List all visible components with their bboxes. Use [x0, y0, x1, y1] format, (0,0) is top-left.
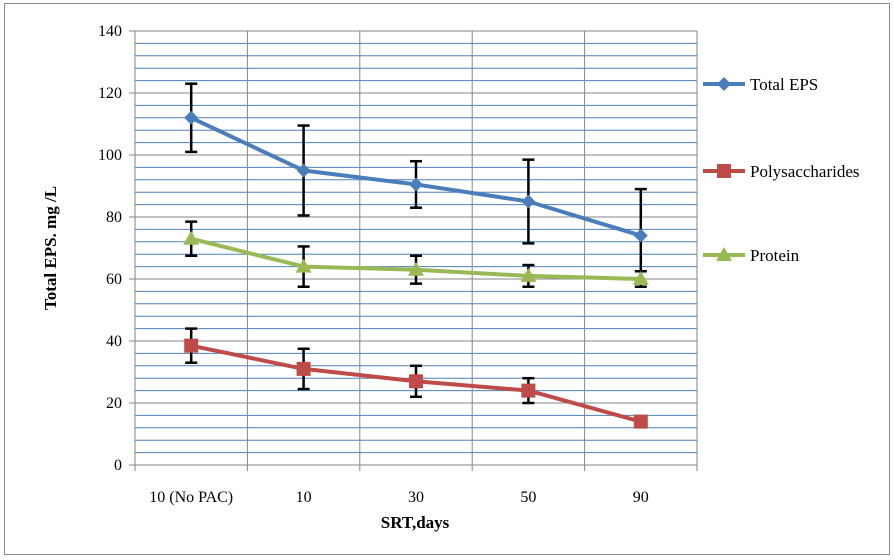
data-point [520, 267, 537, 282]
data-point [184, 110, 199, 125]
data-point [296, 361, 311, 376]
legend-item-polysaccharides: Polysaccharides [703, 162, 860, 181]
axes [129, 30, 698, 471]
series-protein [183, 220, 649, 288]
y-tick-label: 120 [98, 85, 122, 102]
data-point [409, 177, 423, 192]
x-tick-label: 10 (No PAC) [149, 489, 233, 506]
data-point [408, 261, 424, 276]
y-tick-label: 20 [106, 395, 122, 412]
x-tick-labels: 10 (No PAC) 10 30 50 90 [149, 489, 649, 506]
y-tick-label: 80 [106, 209, 122, 226]
y-tick-label: 40 [106, 333, 122, 350]
data-point [632, 271, 649, 285]
x-tick-label: 30 [408, 489, 424, 506]
y-tick-label: 60 [106, 271, 122, 288]
plot-area [135, 31, 697, 465]
legend-item-protein: Protein [703, 246, 800, 265]
y-tick-label: 140 [98, 23, 122, 40]
data-point [633, 228, 648, 243]
data-point [633, 414, 648, 429]
y-tick-labels: 0 20 40 60 80 100 120 140 [98, 23, 122, 474]
x-tick-label: 50 [520, 489, 536, 506]
x-axis-title: SRT,days [381, 513, 450, 532]
series [183, 82, 649, 429]
x-tick-label: 10 [296, 489, 312, 506]
data-point [521, 383, 536, 398]
y-axis-title: Total EPS. mg /L [41, 186, 60, 310]
legend-marker [716, 247, 732, 261]
x-tick-label: 90 [633, 489, 649, 506]
legend-marker [717, 164, 731, 178]
legend-label: Total EPS [750, 75, 818, 94]
legend-label: Protein [750, 246, 800, 265]
legend-item-total-eps: Total EPS [703, 75, 818, 94]
data-point [184, 338, 199, 353]
series-polysaccharides [184, 327, 648, 429]
y-tick-label: 0 [114, 457, 122, 474]
series-total-eps [184, 82, 648, 284]
data-point [409, 374, 423, 389]
data-point [295, 258, 312, 273]
data-point [183, 230, 200, 245]
legend-marker [717, 77, 731, 91]
y-tick-label: 100 [98, 147, 122, 164]
data-point [296, 163, 311, 178]
legend-label: Polysaccharides [750, 162, 860, 181]
grid [135, 30, 698, 465]
data-point [521, 194, 536, 209]
legend: Total EPS Polysaccharides Protein [703, 75, 860, 265]
